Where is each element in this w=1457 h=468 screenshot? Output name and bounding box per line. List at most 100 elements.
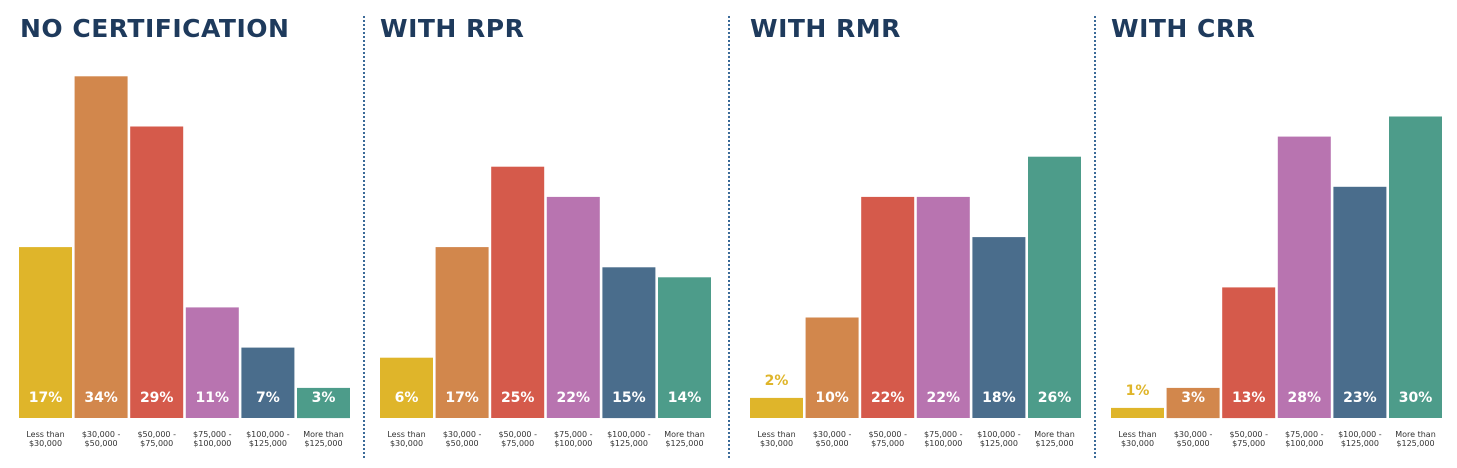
value-label-with-rmr-2: 22% — [871, 390, 905, 406]
chart-panel-with-rpr: 6% Less than$30,000 17% $30,000 -$50,000 25%… — [380, 166, 711, 448]
category-label-with-rmr-0-line1: $30,000 — [760, 439, 793, 448]
category-label-no-certification-5-line0: More than — [303, 430, 344, 439]
category-label-no-certification-4-line0: $100,000 - — [246, 430, 290, 439]
bar-with-rmr-2 — [861, 196, 915, 418]
chart-panel-no-certification: 17% Less than$30,000 34% $30,000 -$50,000 29… — [19, 76, 350, 448]
bar-no-certification-4 — [241, 347, 295, 418]
category-label-with-rmr-2-line0: $50,000 - — [868, 430, 907, 439]
panel-title-with-rpr: WITH RPR — [380, 14, 525, 43]
bar-with-rpr-2 — [491, 166, 545, 418]
value-label-with-crr-3: 28% — [1288, 390, 1322, 406]
category-label-with-crr-4-line1: $125,000 — [1341, 439, 1379, 448]
bar-no-certification-5 — [297, 387, 350, 419]
category-label-no-certification-0-line0: Less than — [26, 430, 64, 439]
category-label-with-rmr-5-line1: $125,000 — [1035, 439, 1073, 448]
category-label-with-rpr-1-line0: $30,000 - — [443, 430, 482, 439]
panel-divider-3 — [1094, 16, 1096, 458]
value-label-with-rpr-1: 17% — [445, 390, 479, 406]
bar-no-certification-0 — [19, 247, 72, 418]
category-label-no-certification-0-line1: $30,000 — [29, 439, 62, 448]
category-label-with-rpr-5-line0: More than — [664, 430, 705, 439]
bar-with-rmr-5 — [1028, 156, 1081, 418]
bar-no-certification-2 — [130, 126, 184, 418]
bar-with-rmr-0 — [750, 397, 803, 418]
category-label-with-rmr-3-line1: $100,000 — [924, 439, 962, 448]
value-label-no-certification-4: 7% — [256, 390, 280, 406]
value-label-with-rmr-4: 18% — [982, 390, 1016, 406]
category-label-with-rpr-3-line1: $100,000 — [554, 439, 592, 448]
bar-with-rmr-3 — [916, 196, 970, 418]
category-label-with-rpr-4-line1: $125,000 — [610, 439, 648, 448]
category-label-with-rmr-5-line0: More than — [1034, 430, 1075, 439]
category-label-with-rpr-0-line1: $30,000 — [390, 439, 423, 448]
bar-with-crr-3 — [1277, 136, 1331, 418]
category-label-with-crr-3-line1: $100,000 — [1285, 439, 1323, 448]
value-label-with-rmr-5: 26% — [1038, 390, 1072, 406]
category-label-with-crr-5-line1: $125,000 — [1396, 439, 1434, 448]
value-label-no-certification-0: 17% — [29, 390, 63, 406]
category-label-no-certification-4-line1: $125,000 — [249, 439, 287, 448]
bar-with-crr-1 — [1166, 387, 1220, 419]
value-label-with-crr-5: 30% — [1399, 390, 1433, 406]
value-label-with-crr-0: 1% — [1126, 383, 1150, 399]
category-label-with-rpr-1-line1: $50,000 — [446, 439, 479, 448]
value-label-with-rmr-0: 2% — [765, 373, 789, 389]
bar-with-rpr-0 — [380, 357, 433, 418]
value-label-with-rpr-2: 25% — [501, 390, 535, 406]
value-label-with-crr-2: 13% — [1232, 390, 1266, 406]
category-label-no-certification-1-line1: $50,000 — [85, 439, 118, 448]
category-label-with-rpr-2-line0: $50,000 - — [498, 430, 537, 439]
bar-with-crr-5 — [1389, 116, 1442, 418]
bar-with-crr-2 — [1222, 287, 1276, 419]
bar-with-crr-4 — [1333, 186, 1387, 418]
panel-title-with-crr: WITH CRR — [1111, 14, 1256, 43]
panel-title-no-certification: NO CERTIFICATION — [20, 14, 290, 43]
category-label-with-rmr-4-line0: $100,000 - — [977, 430, 1021, 439]
category-label-with-rmr-0-line0: Less than — [757, 430, 795, 439]
category-label-with-rpr-0-line0: Less than — [387, 430, 425, 439]
panel-divider-1 — [363, 16, 365, 458]
bar-with-crr-0 — [1111, 407, 1164, 418]
bar-with-rpr-4 — [602, 267, 656, 419]
category-label-no-certification-5-line1: $125,000 — [304, 439, 342, 448]
category-label-with-rmr-1-line0: $30,000 - — [813, 430, 852, 439]
bar-with-rpr-3 — [546, 196, 600, 418]
category-label-with-rmr-1-line1: $50,000 — [816, 439, 849, 448]
bar-with-rpr-5 — [658, 277, 711, 418]
bar-with-rmr-1 — [805, 317, 859, 418]
category-label-no-certification-2-line1: $75,000 — [140, 439, 173, 448]
category-label-with-crr-0-line0: Less than — [1118, 430, 1156, 439]
bar-no-certification-3 — [185, 307, 239, 418]
category-label-with-crr-3-line0: $75,000 - — [1285, 430, 1324, 439]
value-label-with-rpr-5: 14% — [668, 390, 702, 406]
chart-panel-with-crr: 1% Less than$30,000 3% $30,000 -$50,000 13% $… — [1111, 116, 1442, 448]
panel-title-with-rmr: WITH RMR — [750, 14, 901, 43]
category-label-with-rpr-3-line0: $75,000 - — [554, 430, 593, 439]
category-label-with-rmr-2-line1: $75,000 — [871, 439, 904, 448]
value-label-no-certification-3: 11% — [196, 390, 230, 406]
category-label-no-certification-1-line0: $30,000 - — [82, 430, 121, 439]
panel-divider-2 — [728, 16, 730, 458]
bar-with-rpr-1 — [435, 247, 489, 418]
category-label-no-certification-3-line0: $75,000 - — [193, 430, 232, 439]
value-label-with-crr-1: 3% — [1181, 390, 1205, 406]
value-label-with-rpr-0: 6% — [395, 390, 419, 406]
value-label-with-rpr-3: 22% — [557, 390, 591, 406]
value-label-no-certification-5: 3% — [312, 390, 336, 406]
value-label-no-certification-2: 29% — [140, 390, 174, 406]
category-label-no-certification-3-line1: $100,000 — [193, 439, 231, 448]
category-label-with-crr-4-line0: $100,000 - — [1338, 430, 1382, 439]
category-label-with-rmr-3-line0: $75,000 - — [924, 430, 963, 439]
value-label-with-rpr-4: 15% — [612, 390, 646, 406]
category-label-with-rmr-4-line1: $125,000 — [980, 439, 1018, 448]
category-label-with-crr-1-line1: $50,000 — [1177, 439, 1210, 448]
chart-panel-with-rmr: 2% Less than$30,000 10% $30,000 -$50,000 22%… — [750, 156, 1081, 448]
category-label-with-crr-2-line1: $75,000 — [1232, 439, 1265, 448]
value-label-with-crr-4: 23% — [1343, 390, 1377, 406]
category-label-with-crr-5-line0: More than — [1395, 430, 1436, 439]
bar-no-certification-1 — [74, 76, 128, 419]
category-label-with-rpr-2-line1: $75,000 — [501, 439, 534, 448]
value-label-with-rmr-1: 10% — [815, 390, 849, 406]
